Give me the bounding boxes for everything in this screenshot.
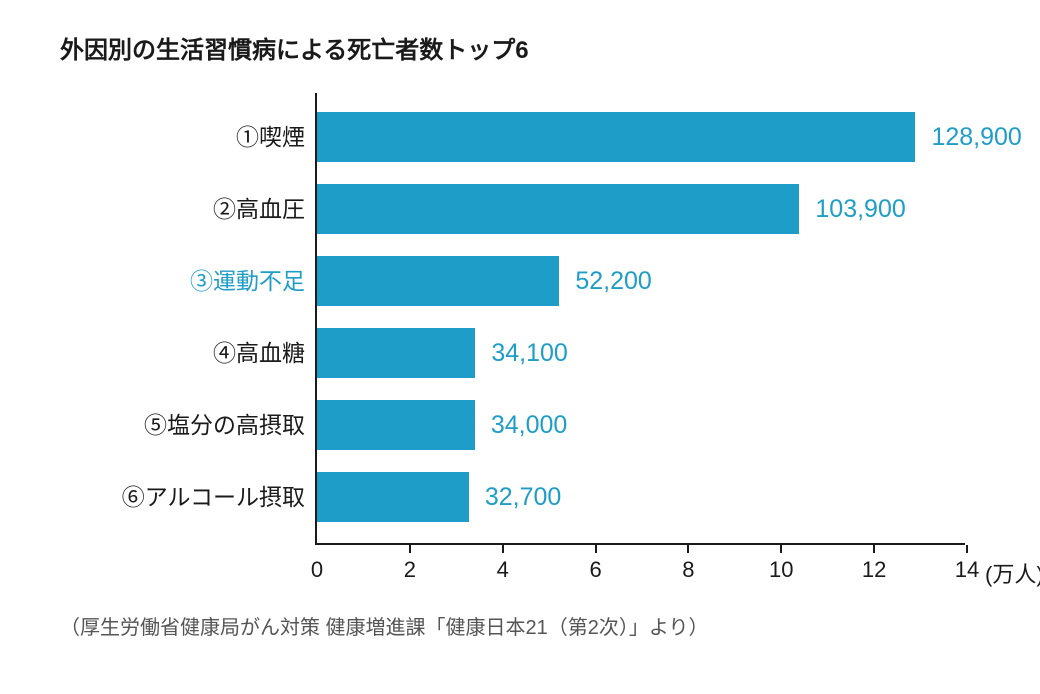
category-label: ③運動不足 — [65, 251, 305, 311]
bar-row: ④高血糖34,100 — [317, 323, 965, 383]
category-label: ④高血糖 — [65, 323, 305, 383]
bar — [317, 184, 799, 234]
x-tick-label: 10 — [769, 557, 793, 583]
value-label: 52,200 — [575, 251, 651, 311]
chart-title: 外因別の生活習慣病による死亡者数トップ6 — [60, 30, 990, 65]
bar-row: ⑤塩分の高摂取34,000 — [317, 395, 965, 455]
category-label: ⑤塩分の高摂取 — [65, 395, 305, 455]
value-label: 32,700 — [485, 467, 561, 527]
bar-row: ①喫煙128,900 — [317, 107, 965, 167]
bar — [317, 472, 469, 522]
value-label: 34,000 — [491, 395, 567, 455]
x-tick — [780, 545, 782, 553]
bar-row: ⑥アルコール摂取32,700 — [317, 467, 965, 527]
x-tick — [687, 545, 689, 553]
bar — [317, 256, 559, 306]
x-tick-label: 0 — [311, 557, 323, 583]
bar — [317, 400, 475, 450]
x-tick — [409, 545, 411, 553]
x-tick-label: 6 — [589, 557, 601, 583]
x-tick — [502, 545, 504, 553]
value-label: 103,900 — [815, 179, 905, 239]
bar — [317, 328, 475, 378]
category-label: ⑥アルコール摂取 — [65, 467, 305, 527]
x-axis-ticks: 02468101214(万人) — [317, 545, 965, 585]
bars-container: ①喫煙128,900 ②高血圧103,900 ③運動不足52,200 ④高血糖34,1… — [317, 107, 965, 539]
bar-row: ②高血圧103,900 — [317, 179, 965, 239]
category-label: ①喫煙 — [65, 107, 305, 167]
x-tick-label: 14 — [955, 557, 979, 583]
category-label: ②高血圧 — [65, 179, 305, 239]
x-tick — [873, 545, 875, 553]
bar-row: ③運動不足52,200 — [317, 251, 965, 311]
x-tick-label: 8 — [682, 557, 694, 583]
x-axis-unit: (万人) — [985, 557, 1040, 589]
chart-area: ①喫煙128,900 ②高血圧103,900 ③運動不足52,200 ④高血糖34,1… — [70, 93, 990, 603]
source-note: （厚生労働省健康局がん対策 健康増進課「健康日本21（第2次）」より） — [60, 611, 990, 640]
x-tick-label: 12 — [862, 557, 886, 583]
x-tick — [966, 545, 968, 553]
value-label: 34,100 — [491, 323, 567, 383]
bar — [317, 112, 915, 162]
value-label: 128,900 — [931, 107, 1021, 167]
x-tick — [595, 545, 597, 553]
x-tick-label: 2 — [404, 557, 416, 583]
plot-region: ①喫煙128,900 ②高血圧103,900 ③運動不足52,200 ④高血糖34,1… — [315, 93, 965, 545]
x-tick-label: 4 — [497, 557, 509, 583]
